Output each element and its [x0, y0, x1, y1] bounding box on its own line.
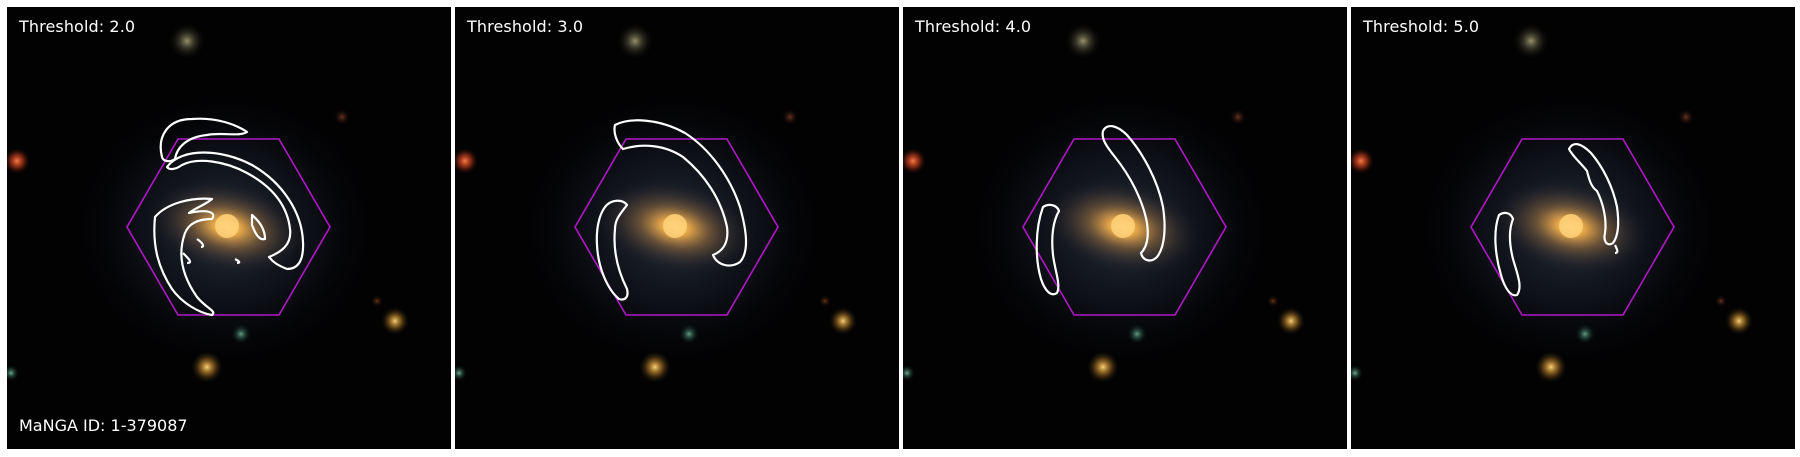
background-star: [1230, 109, 1246, 125]
ifu-hexagon: [574, 138, 779, 316]
background-star: [1277, 307, 1305, 335]
background-star: [903, 148, 926, 174]
background-star: [819, 295, 831, 307]
background-star: [371, 295, 383, 307]
background-star: [1267, 295, 1279, 307]
background-star: [455, 365, 467, 381]
background-star: [334, 109, 350, 125]
background-star: [903, 365, 915, 381]
threshold-label: Threshold: 4.0: [915, 17, 1032, 36]
threshold-label: Threshold: 5.0: [1363, 17, 1480, 36]
panel-threshold-4: Threshold: 4.0: [903, 7, 1347, 449]
background-star: [169, 23, 205, 59]
galaxy-image: [455, 7, 899, 449]
background-star: [617, 23, 653, 59]
background-star: [1513, 23, 1549, 59]
galaxy-core: [663, 214, 687, 238]
background-star: [381, 307, 409, 335]
background-star: [1715, 295, 1727, 307]
background-star: [1351, 365, 1363, 381]
galaxy-core: [1111, 214, 1135, 238]
background-star: [1678, 109, 1694, 125]
panel-threshold-3: Threshold: 3.0: [455, 7, 899, 449]
background-star: [1065, 23, 1101, 59]
threshold-label: Threshold: 3.0: [467, 17, 584, 36]
background-star: [7, 148, 30, 174]
background-star: [782, 109, 798, 125]
panel-threshold-5: Threshold: 5.0: [1351, 7, 1795, 449]
background-star: [455, 148, 478, 174]
background-star: [1725, 307, 1753, 335]
galaxy-image: [1351, 7, 1795, 449]
background-star: [829, 307, 857, 335]
ifu-hexagon: [1470, 138, 1675, 316]
background-star: [7, 365, 19, 381]
arm-contours: [153, 117, 305, 317]
ifu-hexagon: [126, 138, 331, 316]
galaxy-core: [215, 214, 239, 238]
galaxy-image: [903, 7, 1347, 449]
arm-contours: [1494, 143, 1620, 297]
panel-threshold-2: Threshold: 2.0 MaNGA ID: 1-379087: [7, 7, 451, 449]
manga-id-label: MaNGA ID: 1-379087: [19, 416, 188, 435]
arm-contours: [1035, 125, 1166, 296]
threshold-label: Threshold: 2.0: [19, 17, 136, 36]
background-star: [1351, 148, 1374, 174]
ifu-hexagon: [1022, 138, 1227, 316]
arm-contours: [595, 119, 748, 301]
galaxy-image: [7, 7, 451, 449]
galaxy-core: [1559, 214, 1583, 238]
